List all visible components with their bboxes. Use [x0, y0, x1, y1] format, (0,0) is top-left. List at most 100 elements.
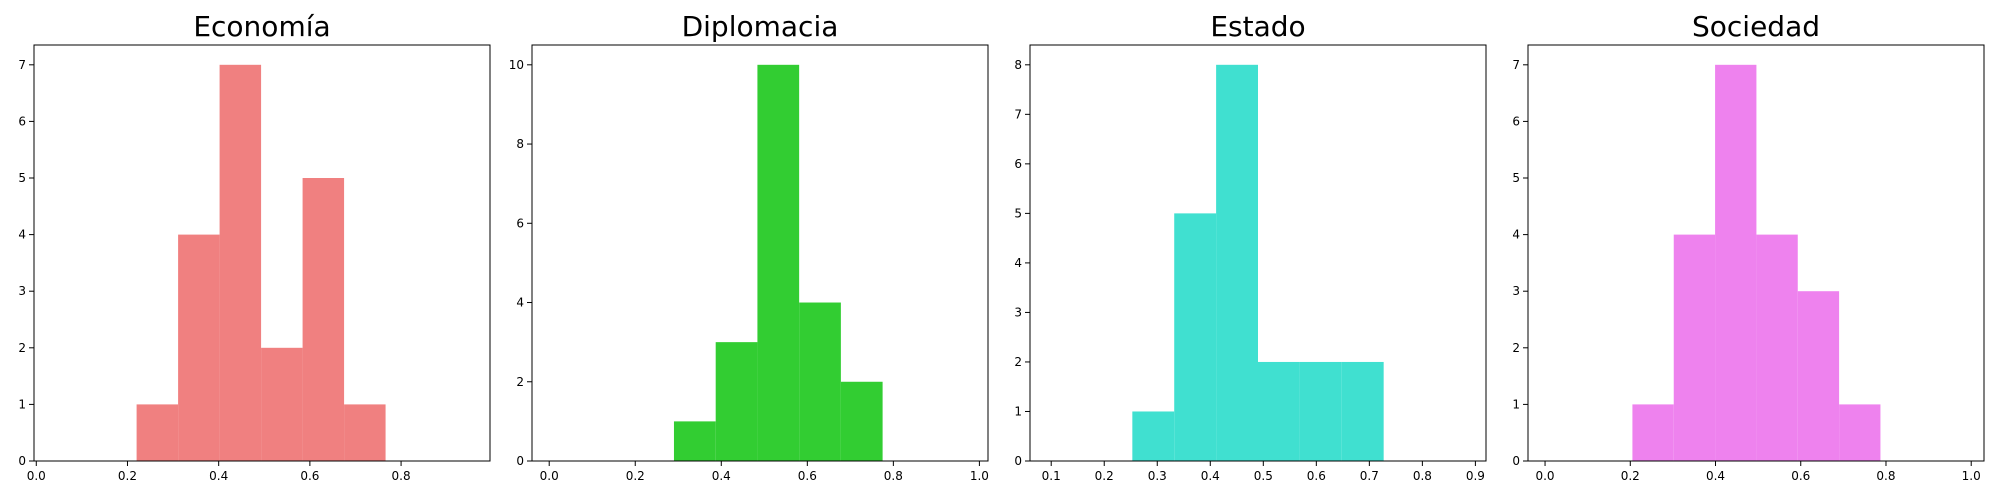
histogram-bar [673, 421, 716, 461]
histogram-bar [1797, 291, 1840, 461]
y-axis-ticks: 0 1 2 3 4 5 6 7 [1512, 58, 1528, 468]
x-tick-label: 0.5 [1254, 469, 1273, 483]
axes-frame [1527, 44, 1985, 462]
y-tick-label: 10 [509, 58, 524, 72]
y-tick-label: 8 [1014, 58, 1022, 72]
y-tick-label: 0 [1512, 454, 1520, 468]
y-axis-ticks: 0 1 2 3 4 5 6 7 [18, 58, 34, 468]
y-tick-label: 2 [18, 341, 26, 355]
y-tick-label: 6 [1014, 157, 1022, 171]
x-tick-label: 0.0 [27, 469, 46, 483]
x-tick-label: 0.7 [1360, 469, 1379, 483]
histogram-bar [1756, 234, 1798, 461]
histogram-bar [1632, 404, 1674, 461]
x-tick-label: 0.6 [1307, 469, 1326, 483]
histogram-bar [136, 404, 179, 461]
histogram-bar [799, 302, 841, 461]
histogram-bar [344, 404, 386, 461]
y-axis-ticks: 0 2 4 6 8 10 [509, 58, 532, 468]
histogram-bars [1132, 64, 1384, 462]
panel-title: Economía [193, 10, 330, 43]
y-tick-label: 2 [1512, 341, 1520, 355]
y-tick-label: 4 [516, 296, 524, 310]
histogram-bar [178, 234, 220, 461]
histogram-bar [757, 64, 800, 462]
histogram-bar [1673, 234, 1716, 461]
panel-diplomacia: Diplomacia 0.0 0.2 0.4 0.6 0.8 1.0 0 2 4 6 8 10 [509, 10, 989, 483]
x-tick-label: 0.4 [712, 469, 731, 483]
y-tick-label: 1 [1512, 397, 1520, 411]
panel-title: Diplomacia [682, 10, 839, 43]
x-tick-label: 0.8 [392, 469, 411, 483]
y-tick-label: 0 [18, 454, 26, 468]
x-tick-label: 0.0 [540, 469, 559, 483]
y-tick-label: 4 [1512, 228, 1520, 242]
axes-frame [531, 44, 989, 462]
y-tick-label: 0 [516, 454, 524, 468]
x-tick-label: 0.2 [626, 469, 645, 483]
histogram-bars [136, 64, 386, 462]
x-tick-label: 0.6 [798, 469, 817, 483]
x-tick-label: 0.2 [1095, 469, 1114, 483]
x-tick-label: 0.4 [1201, 469, 1220, 483]
y-tick-label: 7 [1512, 58, 1520, 72]
x-tick-label: 0.4 [1706, 469, 1725, 483]
y-tick-label: 4 [18, 228, 26, 242]
y-tick-label: 3 [1014, 305, 1022, 319]
x-tick-label: 0.6 [300, 469, 319, 483]
histogram-bar [1216, 64, 1258, 462]
y-tick-label: 3 [18, 284, 26, 298]
panel-title: Estado [1210, 10, 1305, 43]
x-axis-ticks: 0.0 0.2 0.4 0.6 0.8 1.0 [540, 461, 989, 483]
x-tick-label: 1.0 [1962, 469, 1981, 483]
y-tick-label: 6 [1512, 114, 1520, 128]
y-tick-label: 6 [516, 216, 524, 230]
y-tick-label: 2 [516, 375, 524, 389]
histogram-bars [673, 64, 883, 462]
histogram-bar [1715, 64, 1757, 462]
histogram-bar [302, 178, 345, 461]
panel-title: Sociedad [1692, 10, 1820, 43]
histogram-bar [715, 342, 758, 461]
panel-estado: Estado 0.1 0.2 0.3 0.4 0.5 0.6 0.7 0.8 0.9 0 1 2 3 4… [1014, 10, 1487, 483]
x-axis-ticks: 0.0 0.2 0.4 0.6 0.8 [27, 461, 411, 483]
histogram-bars [1632, 64, 1881, 462]
y-tick-label: 5 [18, 171, 26, 185]
y-tick-label: 7 [18, 58, 26, 72]
y-tick-label: 8 [516, 137, 524, 151]
axes-frame [33, 44, 491, 462]
x-tick-label: 0.0 [1535, 469, 1554, 483]
x-tick-label: 0.4 [209, 469, 228, 483]
x-tick-label: 0.2 [1621, 469, 1640, 483]
x-tick-label: 0.8 [1413, 469, 1432, 483]
x-tick-label: 0.1 [1042, 469, 1061, 483]
y-tick-label: 1 [1014, 404, 1022, 418]
x-tick-label: 0.2 [118, 469, 137, 483]
y-tick-label: 1 [18, 397, 26, 411]
y-tick-label: 7 [1014, 107, 1022, 121]
x-tick-label: 0.8 [884, 469, 903, 483]
x-axis-ticks: 0.1 0.2 0.3 0.4 0.5 0.6 0.7 0.8 0.9 [1042, 461, 1485, 483]
x-tick-label: 0.8 [1876, 469, 1895, 483]
axes-frame [1029, 44, 1487, 462]
histogram-bar [1174, 213, 1217, 461]
x-tick-label: 0.6 [1791, 469, 1810, 483]
panel-sociedad: Sociedad 0.0 0.2 0.4 0.6 0.8 1.0 0 1 2 3 4 5 6 7 [1512, 10, 1985, 483]
x-axis-ticks: 0.0 0.2 0.4 0.6 0.8 1.0 [1535, 461, 1981, 483]
y-tick-label: 6 [18, 114, 26, 128]
histogram-bar [1132, 411, 1175, 461]
histogram-bar [261, 347, 303, 461]
x-tick-label: 0.9 [1466, 469, 1485, 483]
y-tick-label: 5 [1512, 171, 1520, 185]
histogram-bar [1341, 361, 1384, 461]
y-tick-label: 2 [1014, 355, 1022, 369]
y-tick-label: 5 [1014, 206, 1022, 220]
histogram-bar [1258, 361, 1300, 461]
histogram-bar [840, 381, 883, 461]
histogram-bar [1839, 404, 1881, 461]
y-tick-label: 0 [1014, 454, 1022, 468]
panel-economia: Economía 0.0 0.2 0.4 0.6 0.8 0 1 2 3 4 5 6 7 [18, 10, 491, 483]
y-tick-label: 4 [1014, 256, 1022, 270]
histogram-bar [1299, 361, 1342, 461]
